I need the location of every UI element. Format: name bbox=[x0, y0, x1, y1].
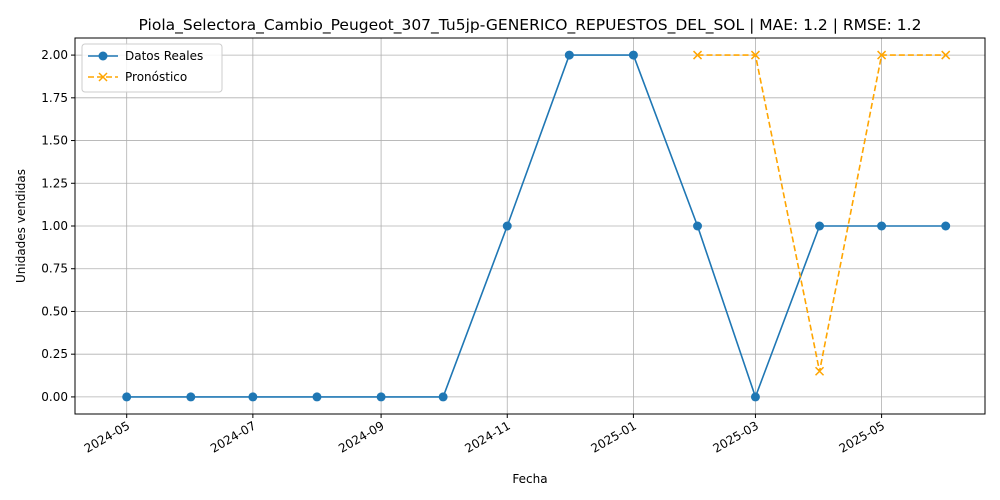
legend-label: Datos Reales bbox=[125, 49, 203, 63]
data-point bbox=[815, 366, 825, 376]
x-tick-label: 2024-09 bbox=[336, 418, 386, 455]
x-tick-label: 2025-01 bbox=[588, 418, 638, 455]
y-tick-label: 1.25 bbox=[41, 176, 68, 190]
data-point bbox=[692, 50, 703, 60]
y-tick-label: 0.00 bbox=[41, 390, 68, 404]
y-tick-label: 0.25 bbox=[41, 347, 68, 361]
data-point bbox=[628, 50, 638, 60]
x-axis: 2024-05 2024-07 2024-09 2024-11 2025-01 2025-… bbox=[82, 414, 887, 456]
data-point bbox=[186, 392, 196, 402]
legend-marker bbox=[98, 72, 108, 82]
x-tick-label: 2024-11 bbox=[462, 418, 512, 455]
y-tick-label: 0.75 bbox=[41, 262, 68, 276]
data-point bbox=[248, 392, 258, 402]
data-point bbox=[815, 221, 825, 231]
chart-title: Piola_Selectora_Cambio_Peugeot_307_Tu5jp… bbox=[139, 16, 922, 35]
series-forecast bbox=[692, 50, 951, 376]
series-actual bbox=[122, 50, 951, 402]
data-point bbox=[941, 221, 951, 231]
data-point bbox=[877, 50, 887, 60]
x-tick-label: 2025-05 bbox=[837, 418, 887, 455]
x-tick-label: 2025-03 bbox=[711, 418, 761, 455]
data-point bbox=[693, 221, 703, 231]
series-line bbox=[697, 54, 946, 372]
y-tick-label: 1.00 bbox=[41, 219, 68, 233]
x-tick-label: 2024-07 bbox=[208, 418, 258, 455]
data-point bbox=[877, 221, 887, 231]
legend-entry: Datos Reales bbox=[88, 49, 203, 63]
data-point bbox=[376, 392, 386, 402]
series-layer bbox=[122, 50, 951, 402]
data-point bbox=[564, 50, 574, 60]
data-point bbox=[941, 50, 951, 60]
x-axis-label: Fecha bbox=[512, 472, 547, 486]
x-tick-label: 2024-05 bbox=[82, 418, 132, 455]
data-point bbox=[750, 50, 760, 60]
legend-label: Pronóstico bbox=[125, 70, 187, 84]
grid-lines bbox=[75, 38, 985, 414]
data-point bbox=[312, 392, 322, 402]
y-tick-label: 0.50 bbox=[41, 304, 68, 318]
legend-marker bbox=[98, 51, 108, 61]
data-point bbox=[122, 392, 132, 402]
data-point bbox=[438, 392, 448, 402]
series-line bbox=[126, 54, 946, 400]
y-axis: 0.00 0.25 0.50 0.75 1.00 1.25 1.50 1.75 2.00 bbox=[41, 48, 75, 404]
y-tick-label: 2.00 bbox=[41, 48, 68, 62]
y-tick-label: 1.50 bbox=[41, 134, 68, 148]
legend: Datos Reales Pronóstico bbox=[81, 43, 223, 93]
y-tick-label: 1.75 bbox=[41, 91, 68, 105]
legend-entry: Pronóstico bbox=[88, 70, 187, 84]
data-point bbox=[750, 392, 760, 402]
y-axis-label: Unidades vendidas bbox=[14, 169, 28, 283]
data-point bbox=[502, 221, 512, 231]
